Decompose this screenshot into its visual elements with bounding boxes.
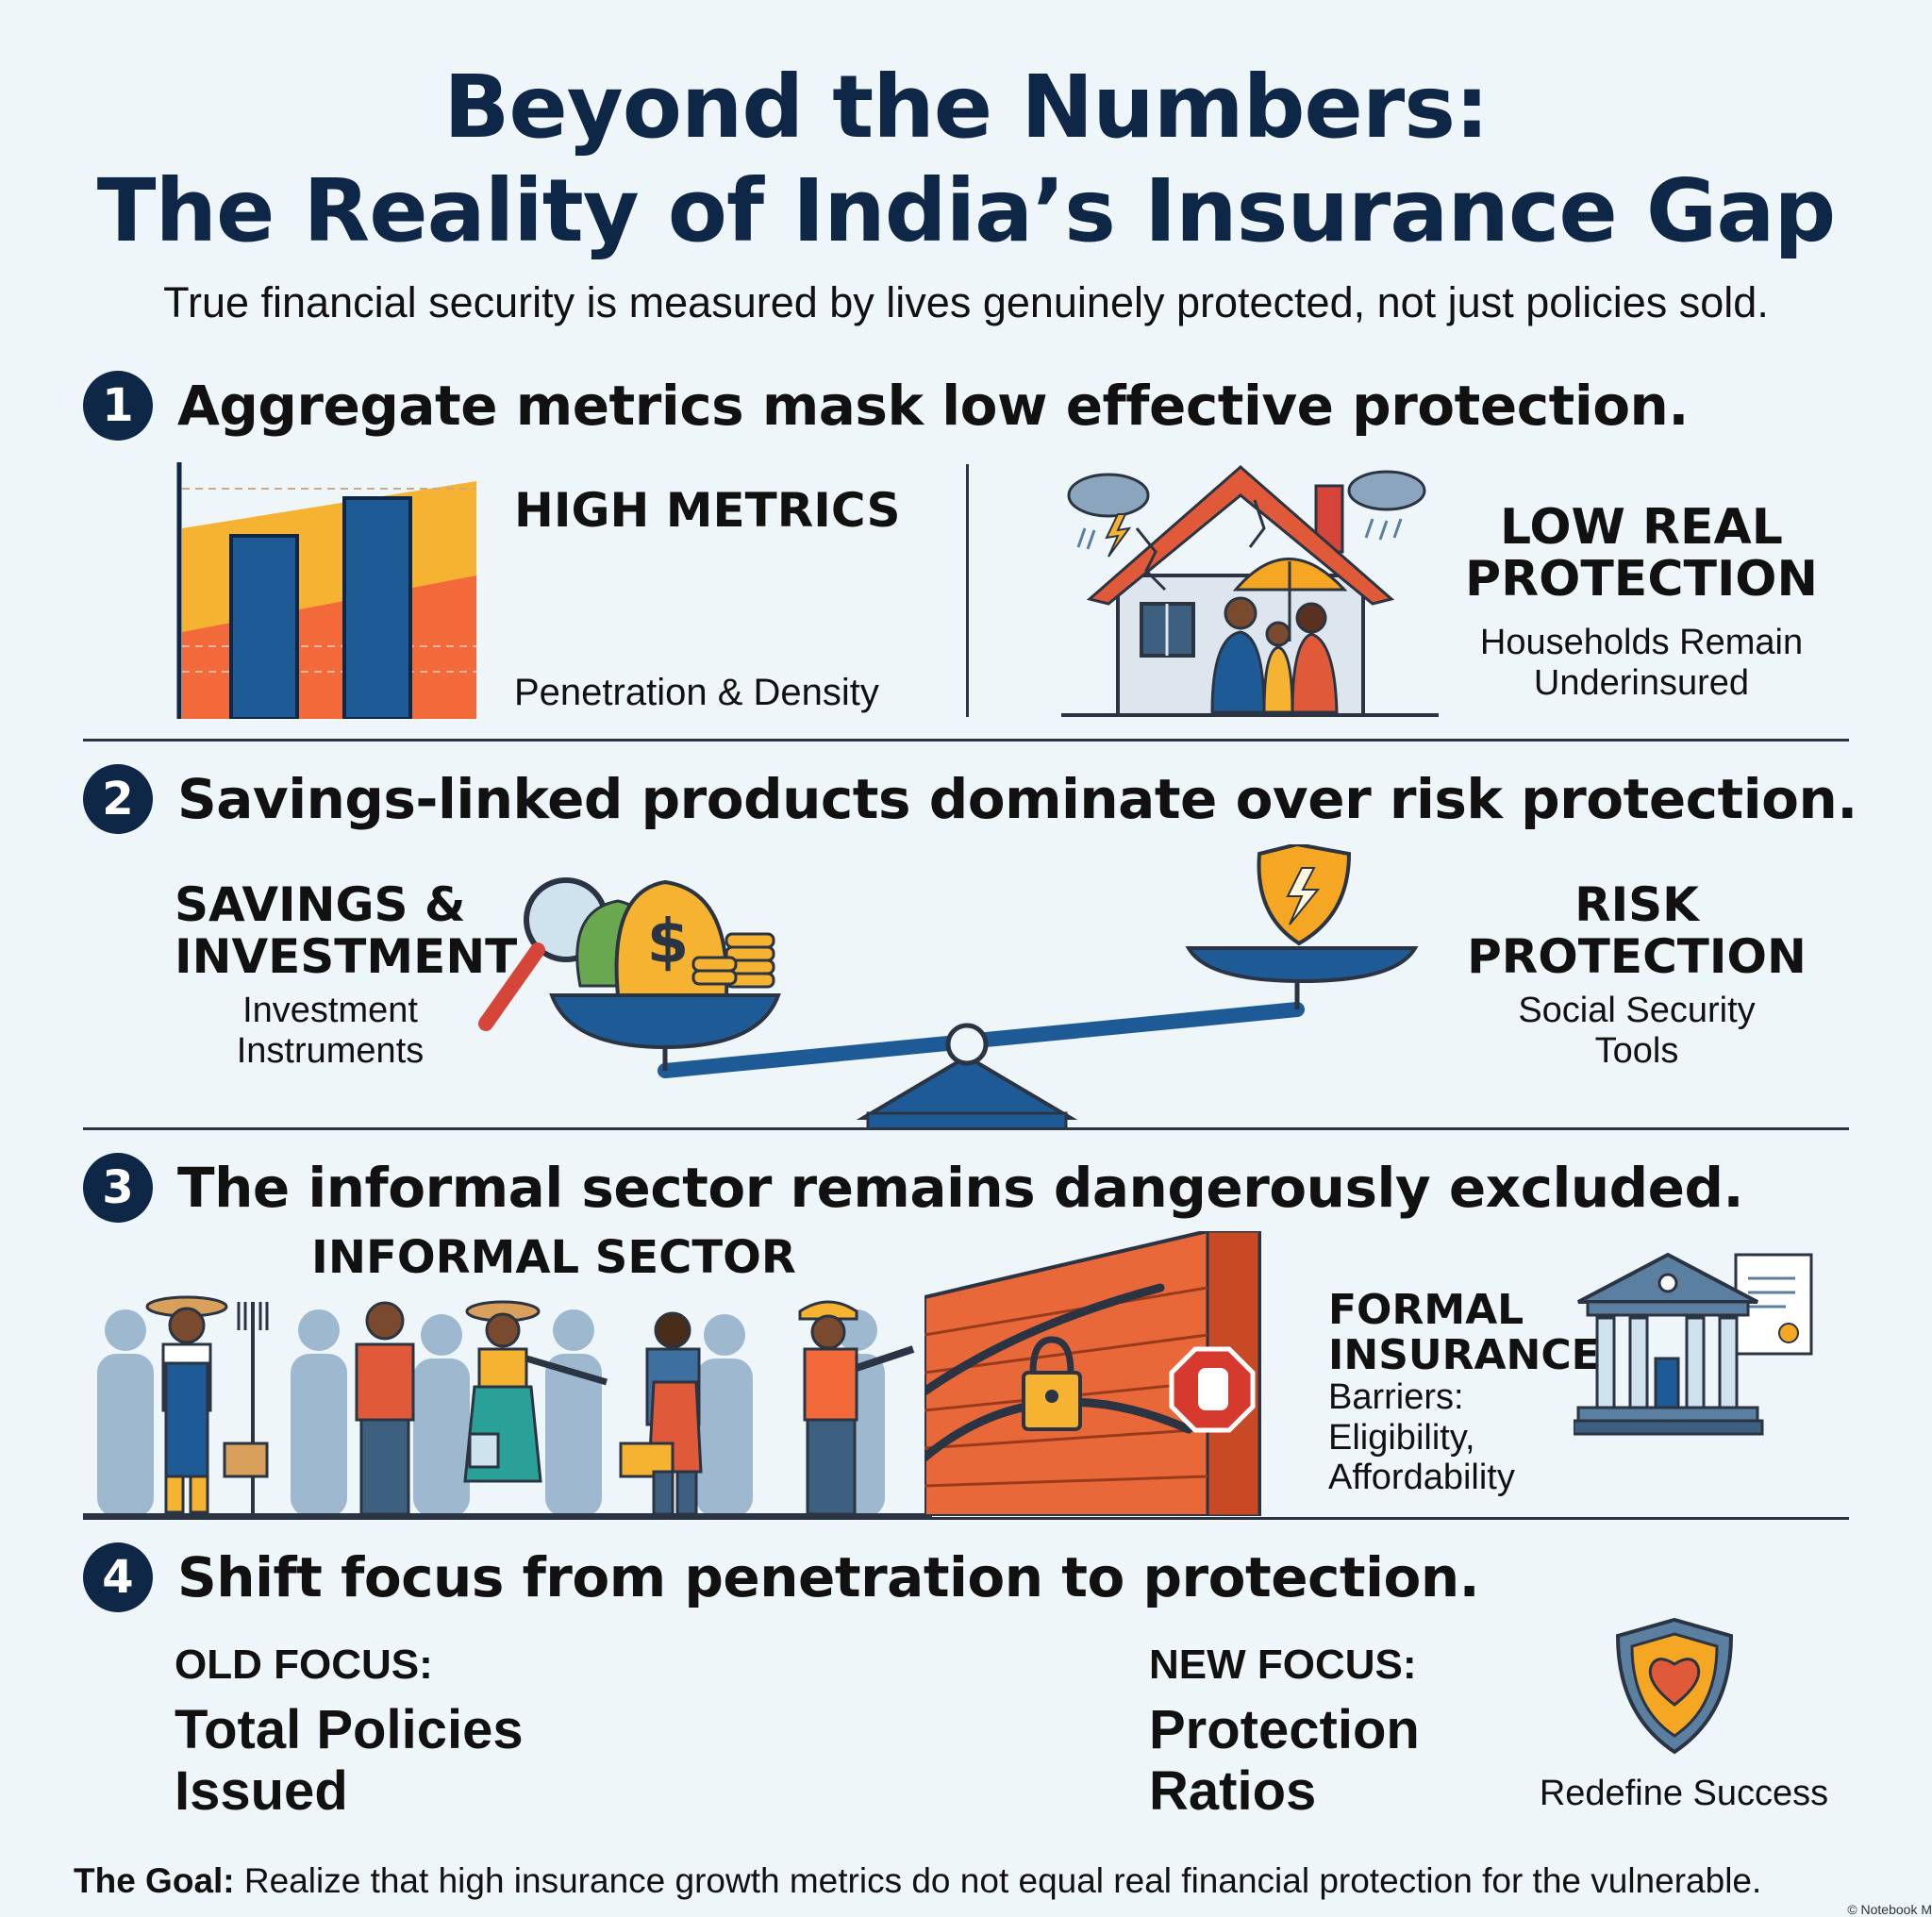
- balance-scale-illustration: $: [478, 844, 1419, 1127]
- section-divider: [83, 1127, 1849, 1130]
- value-line: Issued: [175, 1759, 348, 1822]
- value-line: Protection: [1149, 1699, 1420, 1760]
- caption-line: Barriers:: [1328, 1377, 1464, 1417]
- section-divider: [83, 739, 1849, 742]
- section-2-header: 2 Savings-linked products dominate over …: [83, 764, 1857, 834]
- caption-line: Underinsured: [1533, 662, 1750, 703]
- footer-goal: The Goal: Realize that high insurance gr…: [74, 1861, 1761, 1901]
- goal-text: Realize that high insurance growth metri…: [234, 1861, 1762, 1900]
- goal-label: The Goal:: [74, 1861, 235, 1900]
- bank-building-icon: [1574, 1252, 1813, 1436]
- high-metrics-heading: HIGH METRICS: [514, 483, 901, 538]
- caption-line: Tools: [1594, 1030, 1679, 1071]
- page-subtitle: True financial security is measured by l…: [163, 278, 1769, 326]
- section-number-badge: 1: [83, 371, 153, 441]
- section-1-header: 1 Aggregate metrics mask low effective p…: [83, 371, 1689, 441]
- redefine-success-caption: Redefine Success: [1539, 1774, 1829, 1813]
- value-line: Ratios: [1149, 1759, 1317, 1822]
- heading-line: PROTECTION: [1467, 929, 1807, 984]
- brick-wall-barrier-illustration: [924, 1231, 1261, 1516]
- value-line: Total Policies: [175, 1699, 524, 1760]
- low-real-protection-caption: Households Remain Underinsured: [1434, 623, 1849, 703]
- section-4-header: 4 Shift focus from penetration to protec…: [83, 1542, 1480, 1612]
- savings-investment-heading: SAVINGS & INVESTMENT: [175, 879, 517, 983]
- credit-text: © Notebook M: [1847, 1902, 1932, 1917]
- section-divider: [83, 1517, 1849, 1520]
- caption-line: Social Security: [1518, 991, 1756, 1030]
- heading-line: INVESTMENT: [175, 929, 518, 984]
- page-title-line1: Beyond the Numbers:: [443, 57, 1490, 158]
- risk-protection-caption: Social Security Tools: [1434, 991, 1840, 1071]
- heading-line: PROTECTION: [1464, 550, 1819, 608]
- heading-line: RISK: [1574, 877, 1699, 932]
- savings-investment-caption: Investment Instruments: [208, 991, 453, 1071]
- formal-insurance-barriers: Barriers: Eligibility, Affordability: [1328, 1377, 1515, 1498]
- section-title: Savings-linked products dominate over ri…: [177, 767, 1857, 831]
- old-focus-label: OLD FOCUS:: [175, 1642, 433, 1688]
- low-real-protection-heading: LOW REAL PROTECTION: [1434, 502, 1849, 605]
- heading-line: SAVINGS &: [175, 877, 466, 932]
- section-title: Aggregate metrics mask low effective pro…: [177, 374, 1689, 438]
- section-1-vertical-divider: [966, 464, 969, 717]
- informal-sector-heading: INFORMAL SECTOR: [311, 1231, 796, 1284]
- house-family-illustration: [1061, 465, 1439, 717]
- high-metrics-caption: Penetration & Density: [514, 672, 879, 713]
- new-focus-label: NEW FOCUS:: [1149, 1642, 1417, 1688]
- caption-line: Eligibility,: [1328, 1417, 1475, 1458]
- shield-heart-icon: [1615, 1617, 1734, 1755]
- section-title: The informal sector remains dangerously …: [177, 1156, 1744, 1220]
- caption-line: Investment: [242, 991, 418, 1030]
- caption-line: Instruments: [236, 1030, 425, 1071]
- section-number-badge: 3: [83, 1153, 153, 1223]
- section-number-badge: 2: [83, 764, 153, 834]
- dollar-sign: $: [647, 908, 690, 977]
- bar-chart-illustration: [176, 462, 476, 719]
- section-3-header: 3 The informal sector remains dangerousl…: [83, 1153, 1744, 1223]
- page-title-line2: The Reality of India’s Insurance Gap: [96, 160, 1837, 261]
- formal-insurance-heading: FORMAL INSURANCE: [1328, 1288, 1600, 1377]
- heading-line: FORMAL: [1328, 1286, 1524, 1334]
- informal-workers-illustration: [83, 1295, 932, 1517]
- caption-line: Households Remain: [1479, 623, 1804, 662]
- section-number-badge: 4: [83, 1542, 153, 1612]
- heading-line: INSURANCE: [1328, 1330, 1600, 1379]
- section-title: Shift focus from penetration to protecti…: [177, 1545, 1480, 1609]
- risk-protection-heading: RISK PROTECTION: [1434, 879, 1840, 983]
- heading-line: LOW REAL: [1500, 499, 1783, 556]
- caption-line: Affordability: [1328, 1458, 1515, 1498]
- new-focus-value: Protection Ratios: [1149, 1699, 1420, 1823]
- old-focus-value: Total Policies Issued: [175, 1699, 524, 1823]
